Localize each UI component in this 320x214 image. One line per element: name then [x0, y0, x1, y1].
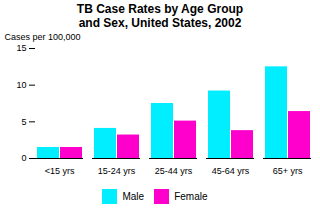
- svg-text:5: 5: [21, 117, 26, 127]
- svg-text:Cases per 100,000: Cases per 100,000: [5, 32, 81, 42]
- html-text:Female: Female: [174, 191, 208, 202]
- html-text:Male: Male: [122, 191, 145, 202]
- svg-text:10: 10: [16, 80, 26, 90]
- svg-text:25-44 yrs: 25-44 yrs: [155, 166, 193, 176]
- svg-text:<15 yrs: <15 yrs: [45, 166, 75, 176]
- svg-text:15-24 yrs: 15-24 yrs: [98, 166, 136, 176]
- html-text:TB Case Rates by Age Group and: TB Case Rates by Age Group and Sex, Unit…: [76, 2, 244, 30]
- svg-text:65+ yrs: 65+ yrs: [273, 166, 303, 176]
- svg-text:15: 15: [16, 43, 26, 53]
- svg-text:45-64 yrs: 45-64 yrs: [212, 166, 250, 176]
- svg-text:0: 0: [21, 153, 26, 163]
